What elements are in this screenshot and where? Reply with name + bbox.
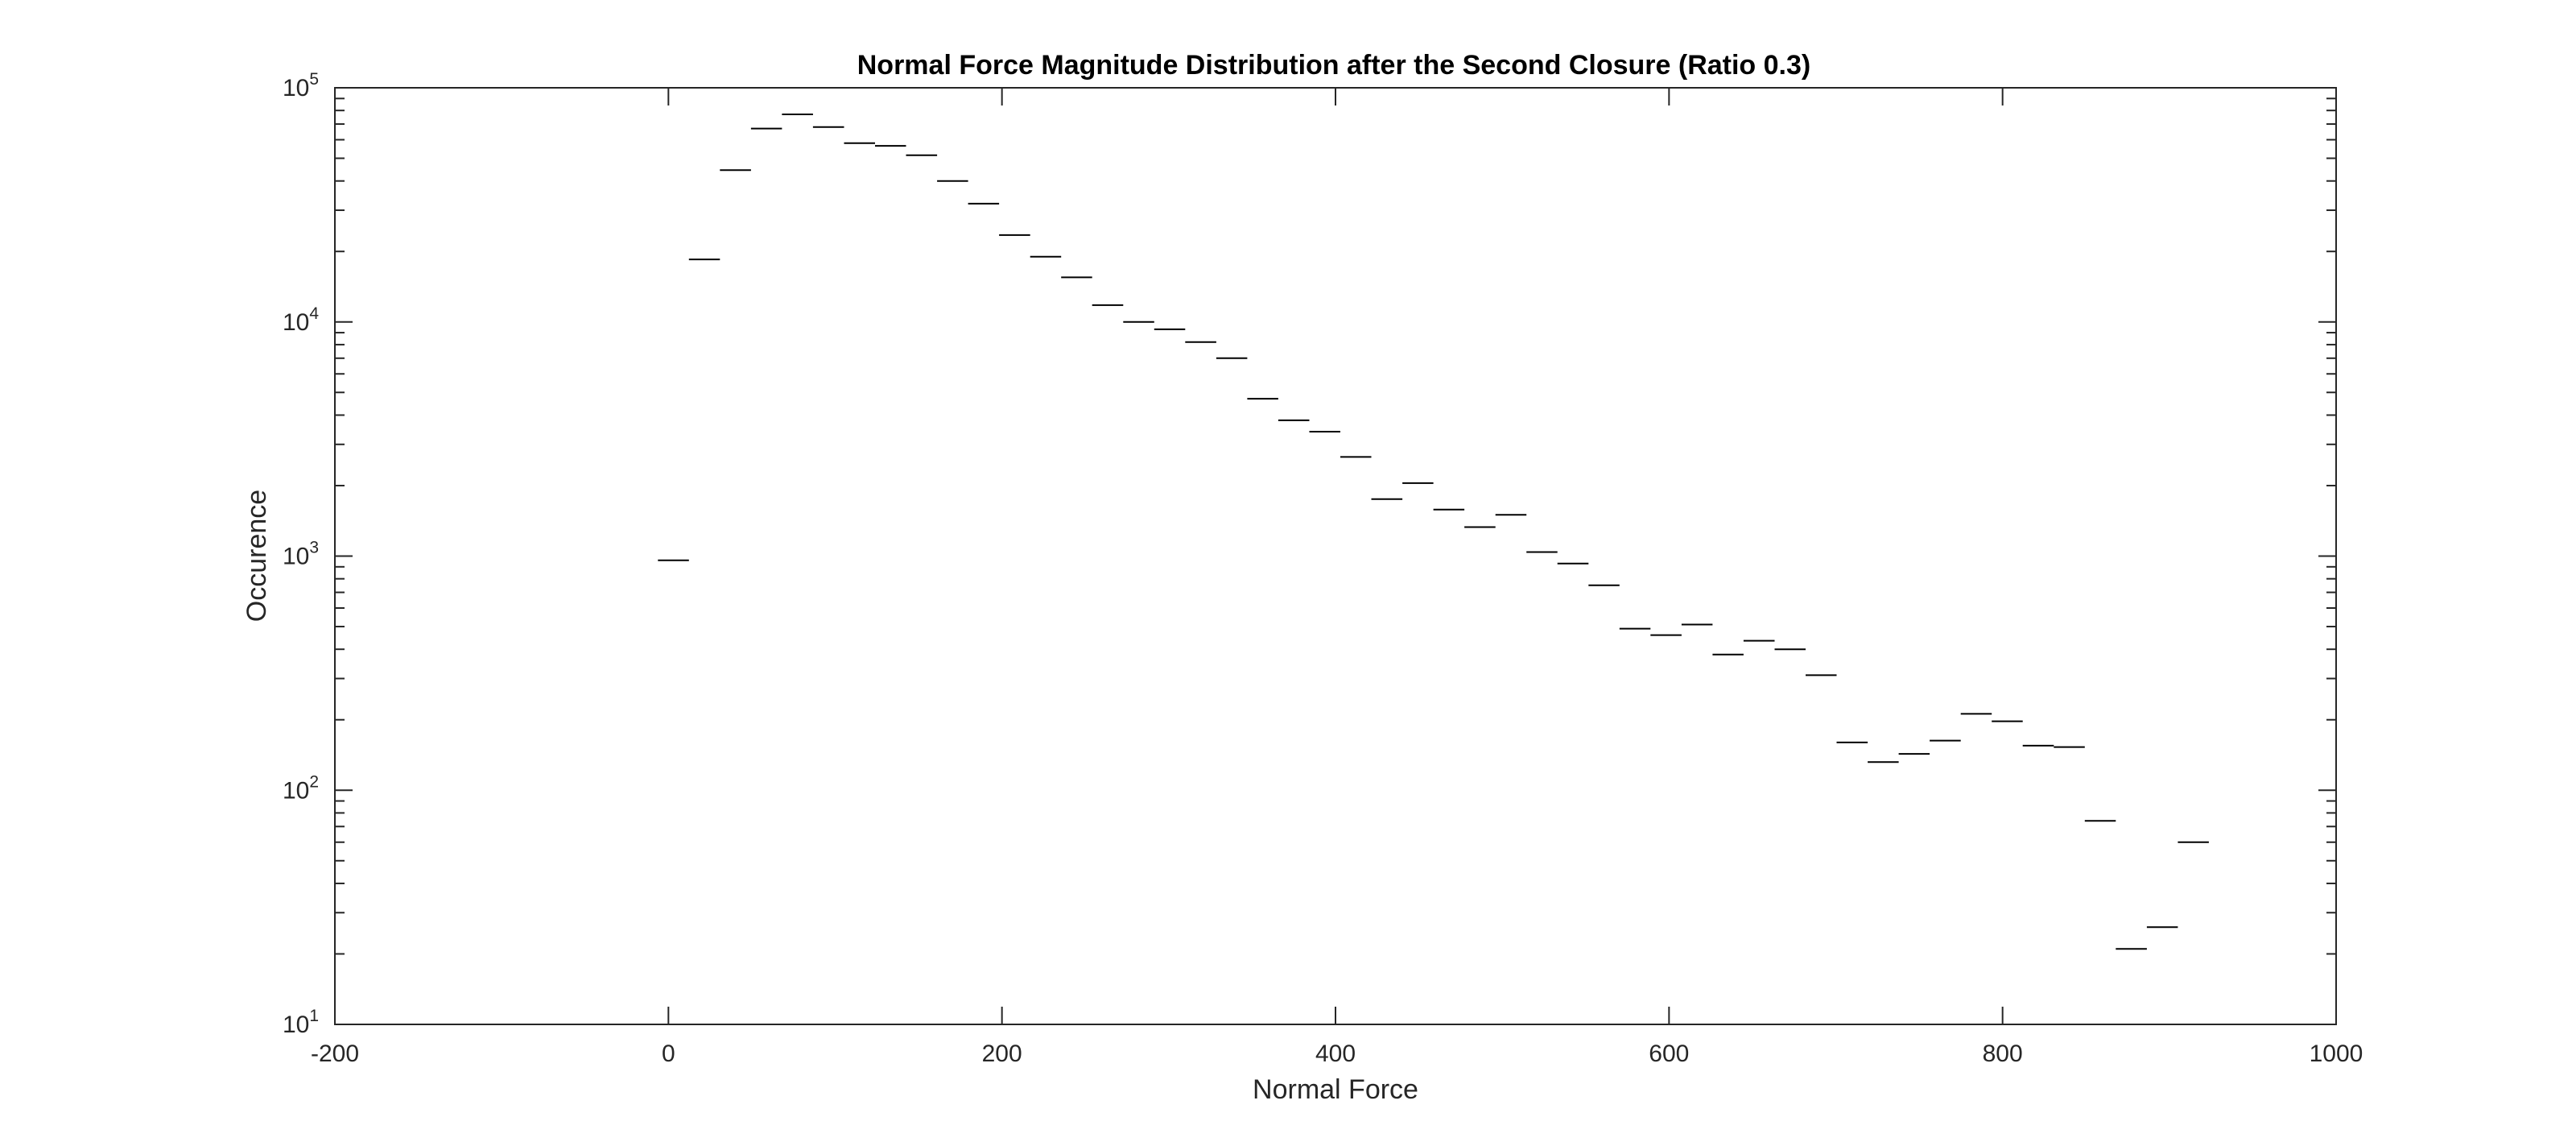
chart-title: Normal Force Magnitude Distribution afte…: [857, 50, 1810, 81]
x-tick-label: -200: [311, 1041, 359, 1067]
plot-frame: [334, 87, 2337, 1025]
histogram-bars: [658, 114, 2209, 950]
y-tick-exponent: 3: [309, 539, 319, 557]
y-tick-label: 103: [283, 539, 319, 570]
y-tick-exponent: 4: [309, 304, 319, 323]
x-axis: -200 0 200 400 600 800 1000: [311, 88, 2363, 1067]
y-tick-base: 10: [283, 1012, 309, 1038]
y-tick-label: 104: [283, 304, 319, 336]
y-tick-base: 10: [283, 75, 309, 101]
x-tick-label: 200: [982, 1041, 1022, 1067]
y-tick-label: 102: [283, 772, 319, 804]
x-tick-label: 1000: [2310, 1041, 2363, 1067]
x-tick-label: 800: [1983, 1041, 2023, 1067]
y-tick-exponent: 1: [309, 1007, 319, 1025]
y-tick-exponent: 2: [309, 772, 319, 791]
y-tick-base: 10: [283, 544, 309, 570]
y-axis-label: Occurence: [242, 490, 272, 622]
y-tick-label: 105: [283, 70, 319, 101]
x-tick-label: 400: [1315, 1041, 1356, 1067]
y-tick-base: 10: [283, 777, 309, 804]
y-tick-label: 101: [283, 1007, 319, 1038]
y-tick-exponent: 5: [309, 70, 319, 89]
x-tick-label: 600: [1649, 1041, 1689, 1067]
x-tick-label: 0: [662, 1041, 675, 1067]
y-tick-base: 10: [283, 309, 309, 336]
x-axis-label: Normal Force: [1253, 1074, 1418, 1105]
